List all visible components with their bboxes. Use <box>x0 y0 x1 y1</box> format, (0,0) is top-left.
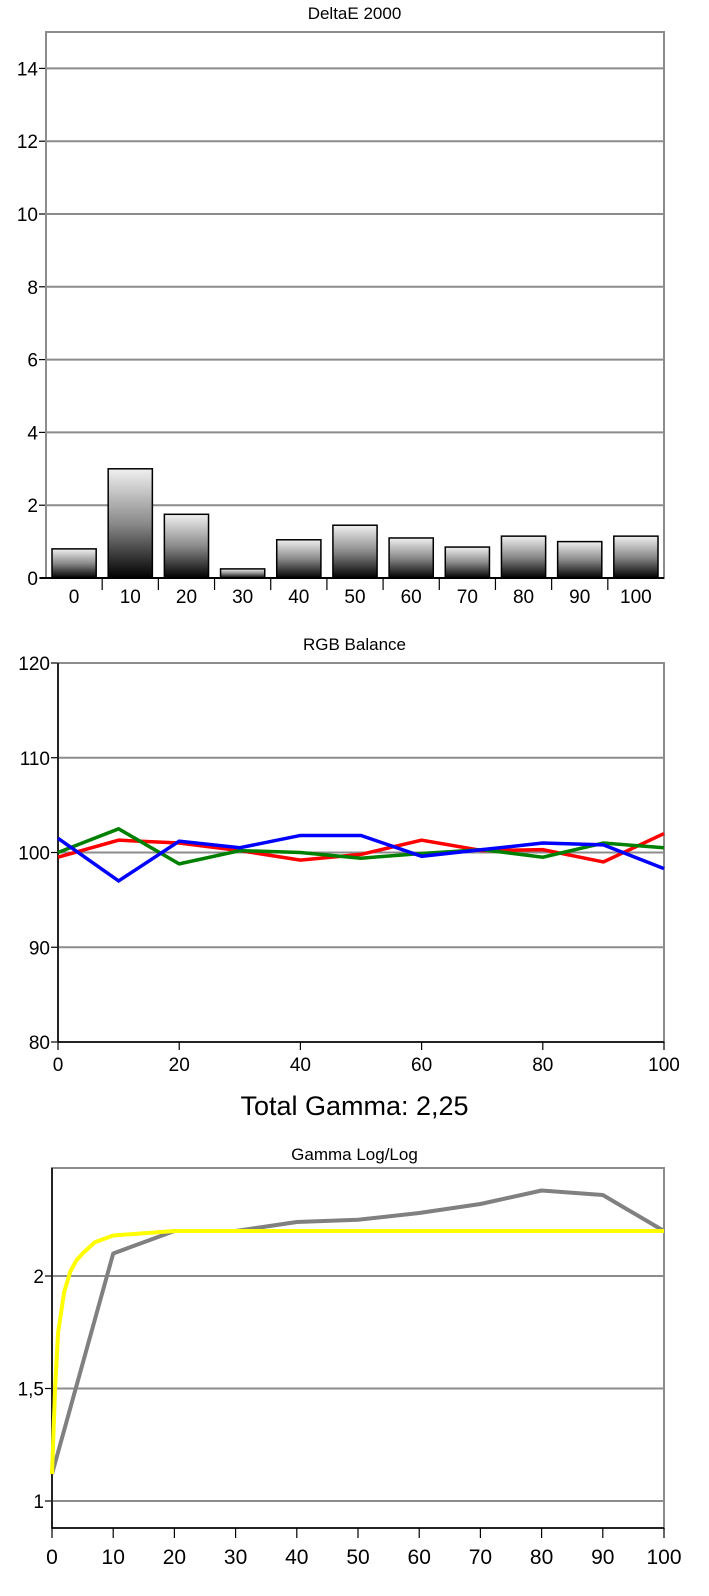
x-tick-label: 30 <box>232 587 253 608</box>
x-tick-label: 20 <box>176 587 197 608</box>
y-tick-label: 2 <box>33 1267 44 1288</box>
y-tick-label: 100 <box>18 844 50 865</box>
bar <box>164 514 208 578</box>
y-tick-label: 8 <box>27 278 38 299</box>
x-tick-label: 70 <box>457 587 478 608</box>
x-tick-label: 90 <box>591 1546 614 1569</box>
total-gamma-headline: Total Gamma: 2,25 <box>0 1091 709 1122</box>
x-tick-label: 80 <box>532 1055 553 1076</box>
y-tick-label: 80 <box>29 1033 50 1054</box>
bar <box>108 469 152 578</box>
x-tick-label: 10 <box>102 1546 125 1569</box>
x-tick-label: 100 <box>620 587 652 608</box>
x-tick-label: 60 <box>411 1055 432 1076</box>
y-tick-label: 6 <box>27 351 38 372</box>
x-tick-label: 0 <box>69 587 80 608</box>
y-tick-label: 12 <box>17 132 38 153</box>
x-tick-label: 60 <box>408 1546 431 1569</box>
bar <box>277 540 321 578</box>
x-tick-label: 80 <box>513 587 534 608</box>
x-tick-label: 90 <box>569 587 590 608</box>
x-tick-label: 30 <box>224 1546 247 1569</box>
bar <box>333 525 377 578</box>
x-tick-label: 50 <box>346 1546 369 1569</box>
x-tick-label: 0 <box>46 1546 58 1569</box>
x-tick-label: 20 <box>169 1055 190 1076</box>
x-tick-label: 50 <box>344 587 365 608</box>
y-tick-label: 10 <box>17 205 38 226</box>
rgb-balance-chart: 80 90 100 110 120 0 20 40 60 80 100 <box>0 615 709 1085</box>
x-tick-label: 10 <box>120 587 141 608</box>
y-tick-label: 14 <box>17 59 39 80</box>
y-tick-label: 1 <box>33 1492 44 1513</box>
deltae-chart: 0 2 4 6 8 10 12 14 0 10 20 30 40 50 60 70 80 90 100 <box>0 0 709 615</box>
x-tick-label: 100 <box>646 1546 681 1569</box>
y-tick-label: 90 <box>29 938 50 959</box>
x-tick-label: 60 <box>401 587 422 608</box>
y-tick-label: 110 <box>20 749 50 770</box>
series-line <box>52 1231 664 1474</box>
bar <box>52 549 96 578</box>
x-tick-label: 70 <box>469 1546 492 1569</box>
y-tick-label: 2 <box>27 496 38 517</box>
plot-frame <box>52 1168 664 1528</box>
bar <box>445 547 489 578</box>
bar <box>558 542 602 578</box>
bar <box>501 536 545 578</box>
bar <box>389 538 433 578</box>
gamma-chart: 11,520 10 20 30 40 50 60 70 80 90 100 <box>0 1140 709 1596</box>
bar <box>221 569 265 578</box>
x-tick-label: 40 <box>290 1055 311 1076</box>
y-tick-label: 1,5 <box>18 1380 44 1401</box>
bar <box>614 536 658 578</box>
y-tick-label: 4 <box>27 423 38 444</box>
x-tick-label: 40 <box>285 1546 308 1569</box>
x-tick-label: 80 <box>530 1546 553 1569</box>
x-tick-label: 0 <box>53 1055 64 1076</box>
y-tick-label: 0 <box>27 569 38 590</box>
x-tick-label: 20 <box>163 1546 186 1569</box>
x-tick-label: 40 <box>288 587 309 608</box>
y-tick-label: 120 <box>18 654 50 675</box>
x-tick-label: 100 <box>648 1055 680 1076</box>
